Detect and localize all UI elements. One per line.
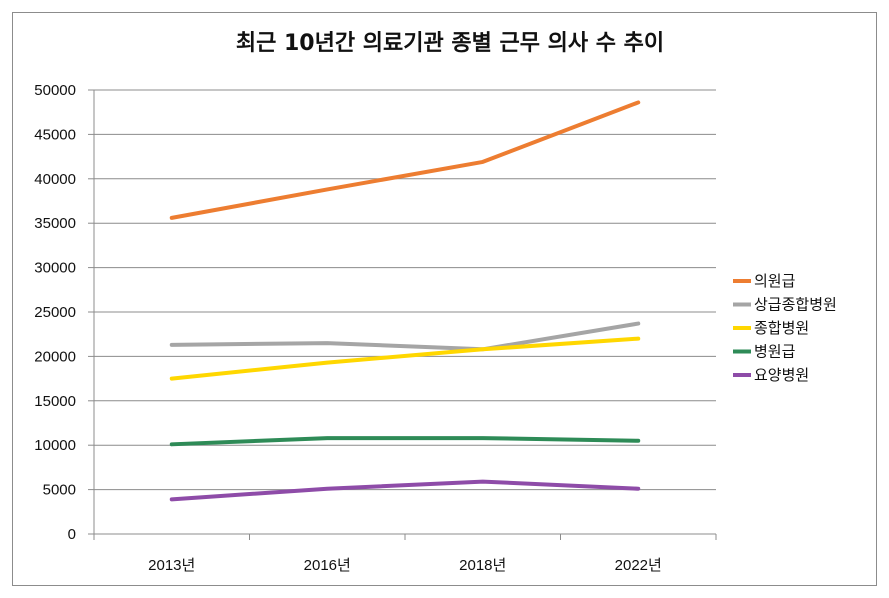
y-axis-ticks: 0 5000 10000 15000 20000 25000 30000 35000 40000…	[34, 82, 94, 543]
x-tick-label: 2016년	[304, 557, 351, 574]
series-line-0	[169, 100, 641, 220]
y-tick-label: 35000	[34, 215, 76, 232]
y-tick-label: 40000	[34, 171, 76, 188]
y-tick-label: 20000	[34, 348, 76, 365]
legend-label: 종합병원	[754, 319, 809, 337]
y-tick-label: 5000	[43, 482, 76, 499]
series-line-3	[169, 436, 641, 447]
chart-frame	[12, 12, 877, 586]
y-tick-label: 30000	[34, 260, 76, 277]
y-tick-label: 50000	[34, 82, 76, 99]
legend-label: 상급종합병원	[754, 296, 837, 314]
x-tick-label: 2018년	[459, 557, 506, 574]
x-tick-label: 2022년	[615, 557, 662, 574]
x-tick-label: 2013년	[148, 557, 195, 574]
chart-title: 최근 10년간 의료기관 종별 근무 의사 수 추이	[236, 31, 664, 56]
grid-lines	[94, 89, 716, 491]
series-line-2	[169, 336, 641, 381]
y-tick-label: 25000	[34, 304, 76, 321]
legend-label: 의원급	[754, 272, 796, 290]
y-tick-label: 15000	[34, 393, 76, 410]
series-lines	[169, 100, 641, 502]
x-axis-ticks: 2013년 2016년 2018년 2022년	[93, 534, 717, 574]
y-tick-label: 45000	[34, 126, 76, 143]
y-tick-label: 10000	[34, 437, 76, 454]
y-tick-label: 0	[68, 526, 76, 543]
series-line-4	[169, 479, 641, 502]
legend-label: 병원급	[754, 343, 796, 361]
legend-label: 요양병원	[754, 366, 809, 384]
series-line-1	[169, 321, 641, 352]
